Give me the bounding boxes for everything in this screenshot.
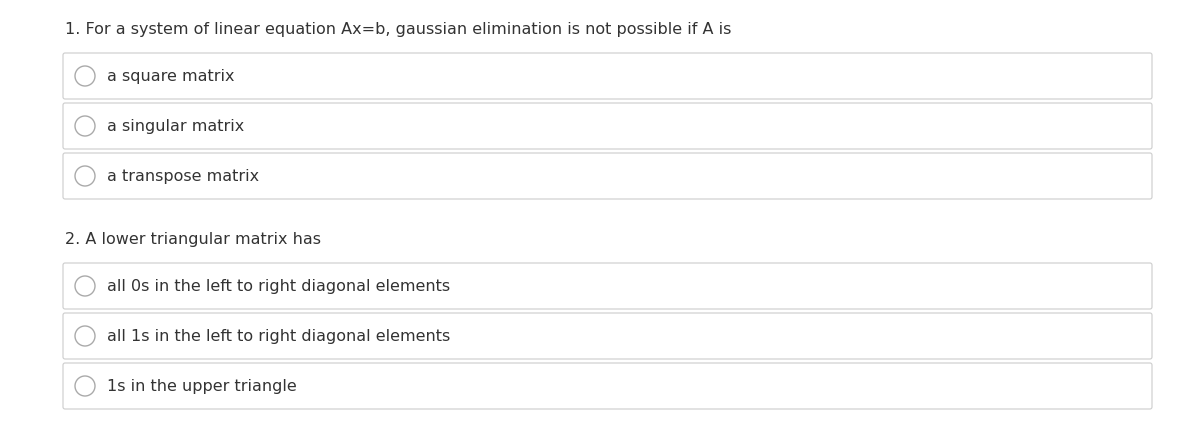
FancyBboxPatch shape — [64, 103, 1152, 149]
Text: all 0s in the left to right diagonal elements: all 0s in the left to right diagonal ele… — [107, 278, 450, 294]
FancyBboxPatch shape — [64, 313, 1152, 359]
Text: 1s in the upper triangle: 1s in the upper triangle — [107, 378, 296, 394]
Ellipse shape — [74, 116, 95, 136]
Ellipse shape — [74, 326, 95, 346]
Text: a square matrix: a square matrix — [107, 68, 234, 84]
Ellipse shape — [74, 276, 95, 296]
FancyBboxPatch shape — [64, 53, 1152, 99]
Text: 2. A lower triangular matrix has: 2. A lower triangular matrix has — [65, 232, 322, 247]
Text: all 1s in the left to right diagonal elements: all 1s in the left to right diagonal ele… — [107, 329, 450, 343]
Ellipse shape — [74, 166, 95, 186]
Text: a singular matrix: a singular matrix — [107, 119, 245, 133]
Ellipse shape — [74, 376, 95, 396]
FancyBboxPatch shape — [64, 363, 1152, 409]
Ellipse shape — [74, 66, 95, 86]
FancyBboxPatch shape — [64, 153, 1152, 199]
Text: 1. For a system of linear equation Ax=b, gaussian elimination is not possible if: 1. For a system of linear equation Ax=b,… — [65, 22, 731, 37]
FancyBboxPatch shape — [64, 263, 1152, 309]
Text: a transpose matrix: a transpose matrix — [107, 168, 259, 184]
